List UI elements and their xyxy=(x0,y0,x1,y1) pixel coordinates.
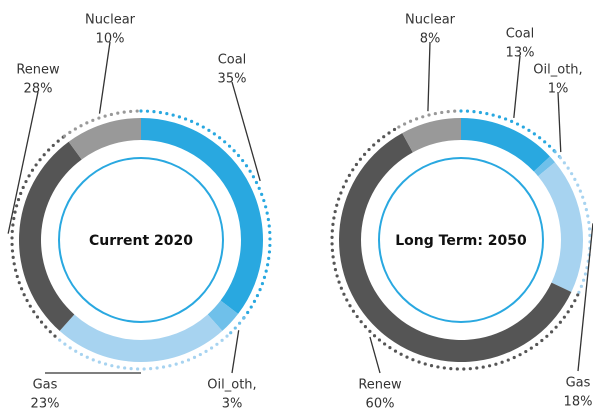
donut-segment xyxy=(207,300,239,331)
category-label: Oil_oth, xyxy=(207,378,256,393)
donut-segment xyxy=(538,162,583,292)
value-label: 28% xyxy=(24,82,53,97)
value-label: 13% xyxy=(506,46,535,61)
donut-segment xyxy=(402,118,461,153)
category-label: Renew xyxy=(16,63,60,78)
chart-title: Current 2020 xyxy=(89,233,193,249)
inner-circle xyxy=(58,157,224,323)
leader-line xyxy=(7,91,39,234)
donut-segment xyxy=(533,156,556,177)
leader-line xyxy=(513,55,521,119)
dotted-ring xyxy=(459,109,557,154)
category-label: Renew xyxy=(358,378,402,393)
dotted-ring xyxy=(10,134,67,338)
leader-line xyxy=(369,336,381,374)
value-label: 18% xyxy=(564,395,593,410)
category-label: Nuclear xyxy=(405,13,456,28)
value-label: 23% xyxy=(31,397,60,412)
dotted-ring xyxy=(397,109,463,129)
leader-line xyxy=(231,81,261,182)
leader-line xyxy=(427,41,431,112)
category-label: Gas xyxy=(33,378,58,393)
category-label: Gas xyxy=(566,376,591,391)
category-label: Oil_oth, xyxy=(533,63,582,78)
donut-segment xyxy=(18,141,82,331)
value-label: 1% xyxy=(548,82,569,97)
dotted-ring xyxy=(62,109,143,138)
dotted-ring xyxy=(558,156,592,297)
category-label: Coal xyxy=(218,53,247,68)
dotted-ring xyxy=(53,334,229,371)
value-label: 35% xyxy=(218,72,247,87)
value-label: 3% xyxy=(222,397,243,412)
leader-line xyxy=(577,223,593,372)
value-label: 8% xyxy=(420,32,441,47)
leader-line xyxy=(98,41,111,114)
leader-line xyxy=(557,91,562,153)
dotted-ring xyxy=(139,109,272,320)
category-label: Nuclear xyxy=(85,13,136,28)
donut-segment xyxy=(59,314,223,362)
donut-segment xyxy=(461,118,550,172)
donut-segment xyxy=(68,118,141,160)
leader-line xyxy=(231,330,240,374)
value-label: 60% xyxy=(366,397,395,412)
value-label: 10% xyxy=(96,32,125,47)
inner-circle xyxy=(378,157,544,323)
dotted-ring xyxy=(225,316,246,338)
category-label: Coal xyxy=(506,27,535,42)
donut-segment xyxy=(141,118,263,314)
chart-title: Long Term: 2050 xyxy=(395,233,527,249)
